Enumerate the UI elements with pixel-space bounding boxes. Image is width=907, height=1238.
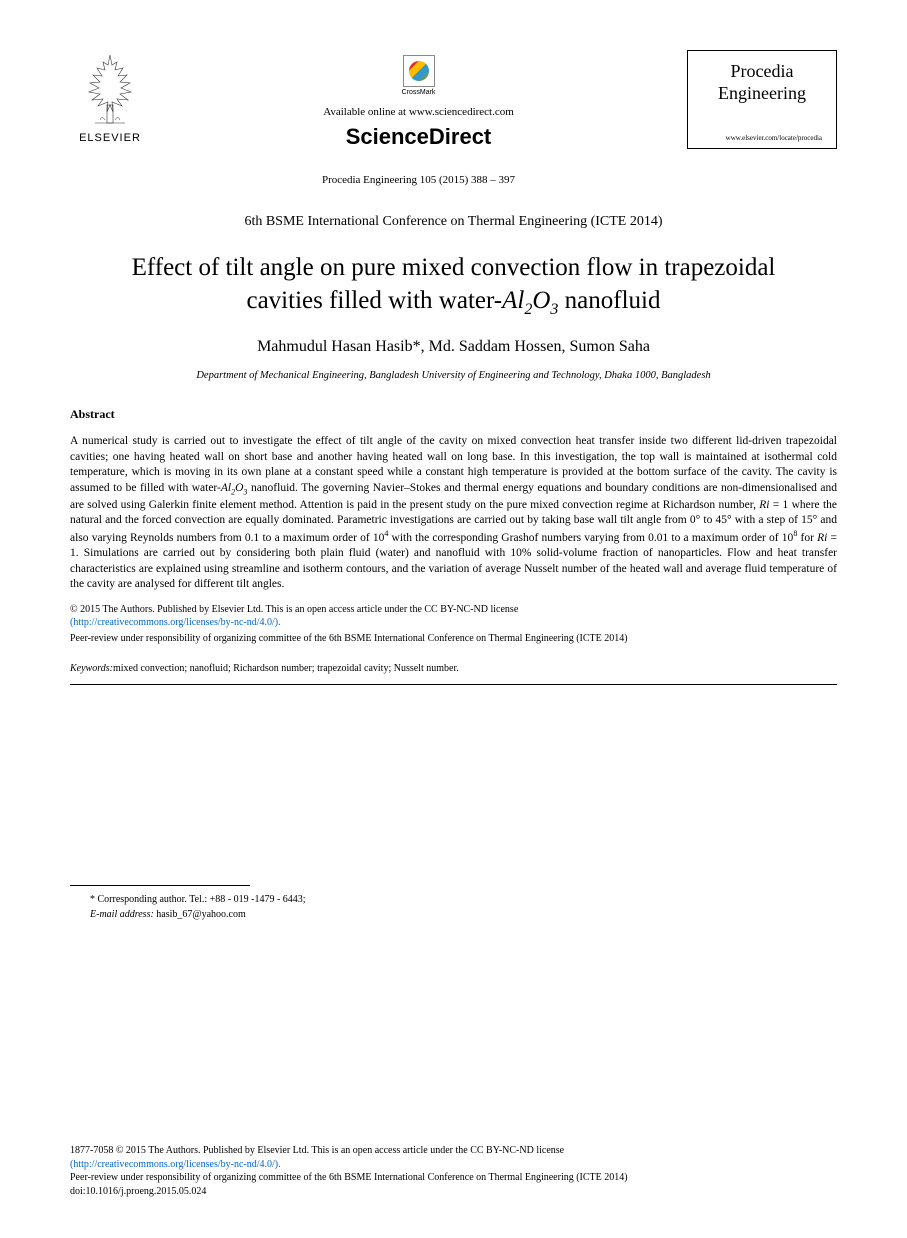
conference-name: 6th BSME International Conference on The… [70,214,837,230]
journal-url: www.elsevier.com/locate/procedia [702,134,822,142]
available-online-text: Available online at www.sciencedirect.co… [150,106,687,118]
email-value: hasib_67@yahoo.com [154,909,246,920]
journal-box: Procedia Engineering www.elsevier.com/lo… [687,50,837,149]
corresponding-section: * Corresponding author. Tel.: +88 - 019 … [70,885,837,922]
title-line1: Effect of tilt angle on pure mixed conve… [132,254,776,281]
license-line1: © 2015 The Authors. Published by Elsevie… [70,604,518,615]
header-row: ELSEVIER CrossMark Available online at w… [70,50,837,186]
authors: Mahmudul Hasan Hasib*, Md. Saddam Hossen… [70,338,837,356]
sciencedirect-logo-text: ScienceDirect [150,124,687,150]
crossmark-badge[interactable]: CrossMark [402,55,436,96]
footer: 1877-7058 © 2015 The Authors. Published … [70,1144,837,1198]
footer-license-line1: 1877-7058 © 2015 The Authors. Published … [70,1145,564,1156]
keywords-text: mixed convection; nanofluid; Richardson … [113,663,459,674]
email-label: E-mail address: [90,909,154,920]
license-text: © 2015 The Authors. Published by Elsevie… [70,603,837,630]
title-line2-post: nanofluid [558,287,660,314]
affiliation: Department of Mechanical Engineering, Ba… [70,370,837,381]
journal-name-line1: Procedia [731,61,794,81]
title-formula: Al2O3 [502,287,558,314]
abstract-body: A numerical study is carried out to inve… [70,434,837,593]
corresponding-author: * Corresponding author. Tel.: +88 - 019 … [90,892,837,922]
title-line2-pre: cavities filled with water- [246,287,502,314]
paper-title: Effect of tilt angle on pure mixed conve… [70,252,837,320]
license-link[interactable]: (http://creativecommons.org/licenses/by-… [70,617,281,628]
center-header: CrossMark Available online at www.scienc… [150,50,687,186]
footer-doi: doi:10.1016/j.proeng.2015.05.024 [70,1186,206,1197]
citation-text: Procedia Engineering 105 (2015) 388 – 39… [150,174,687,186]
elsevier-tree-icon [75,50,145,130]
crossmark-icon [403,55,435,87]
elsevier-logo: ELSEVIER [70,50,150,144]
crossmark-label: CrossMark [402,89,436,96]
journal-name-line2: Engineering [718,83,806,103]
corresponding-tel: * Corresponding author. Tel.: +88 - 019 … [90,894,306,905]
keywords: Keywords:mixed convection; nanofluid; Ri… [70,663,837,674]
footer-license-link[interactable]: (http://creativecommons.org/licenses/by-… [70,1159,281,1170]
keywords-label: Keywords: [70,663,113,674]
peer-review-text: Peer-review under responsibility of orga… [70,632,837,646]
keywords-divider [70,684,837,685]
journal-name: Procedia Engineering [702,61,822,104]
elsevier-label: ELSEVIER [79,132,141,144]
abstract-heading: Abstract [70,407,837,422]
corresponding-divider [70,885,250,886]
footer-peer-review: Peer-review under responsibility of orga… [70,1172,628,1183]
